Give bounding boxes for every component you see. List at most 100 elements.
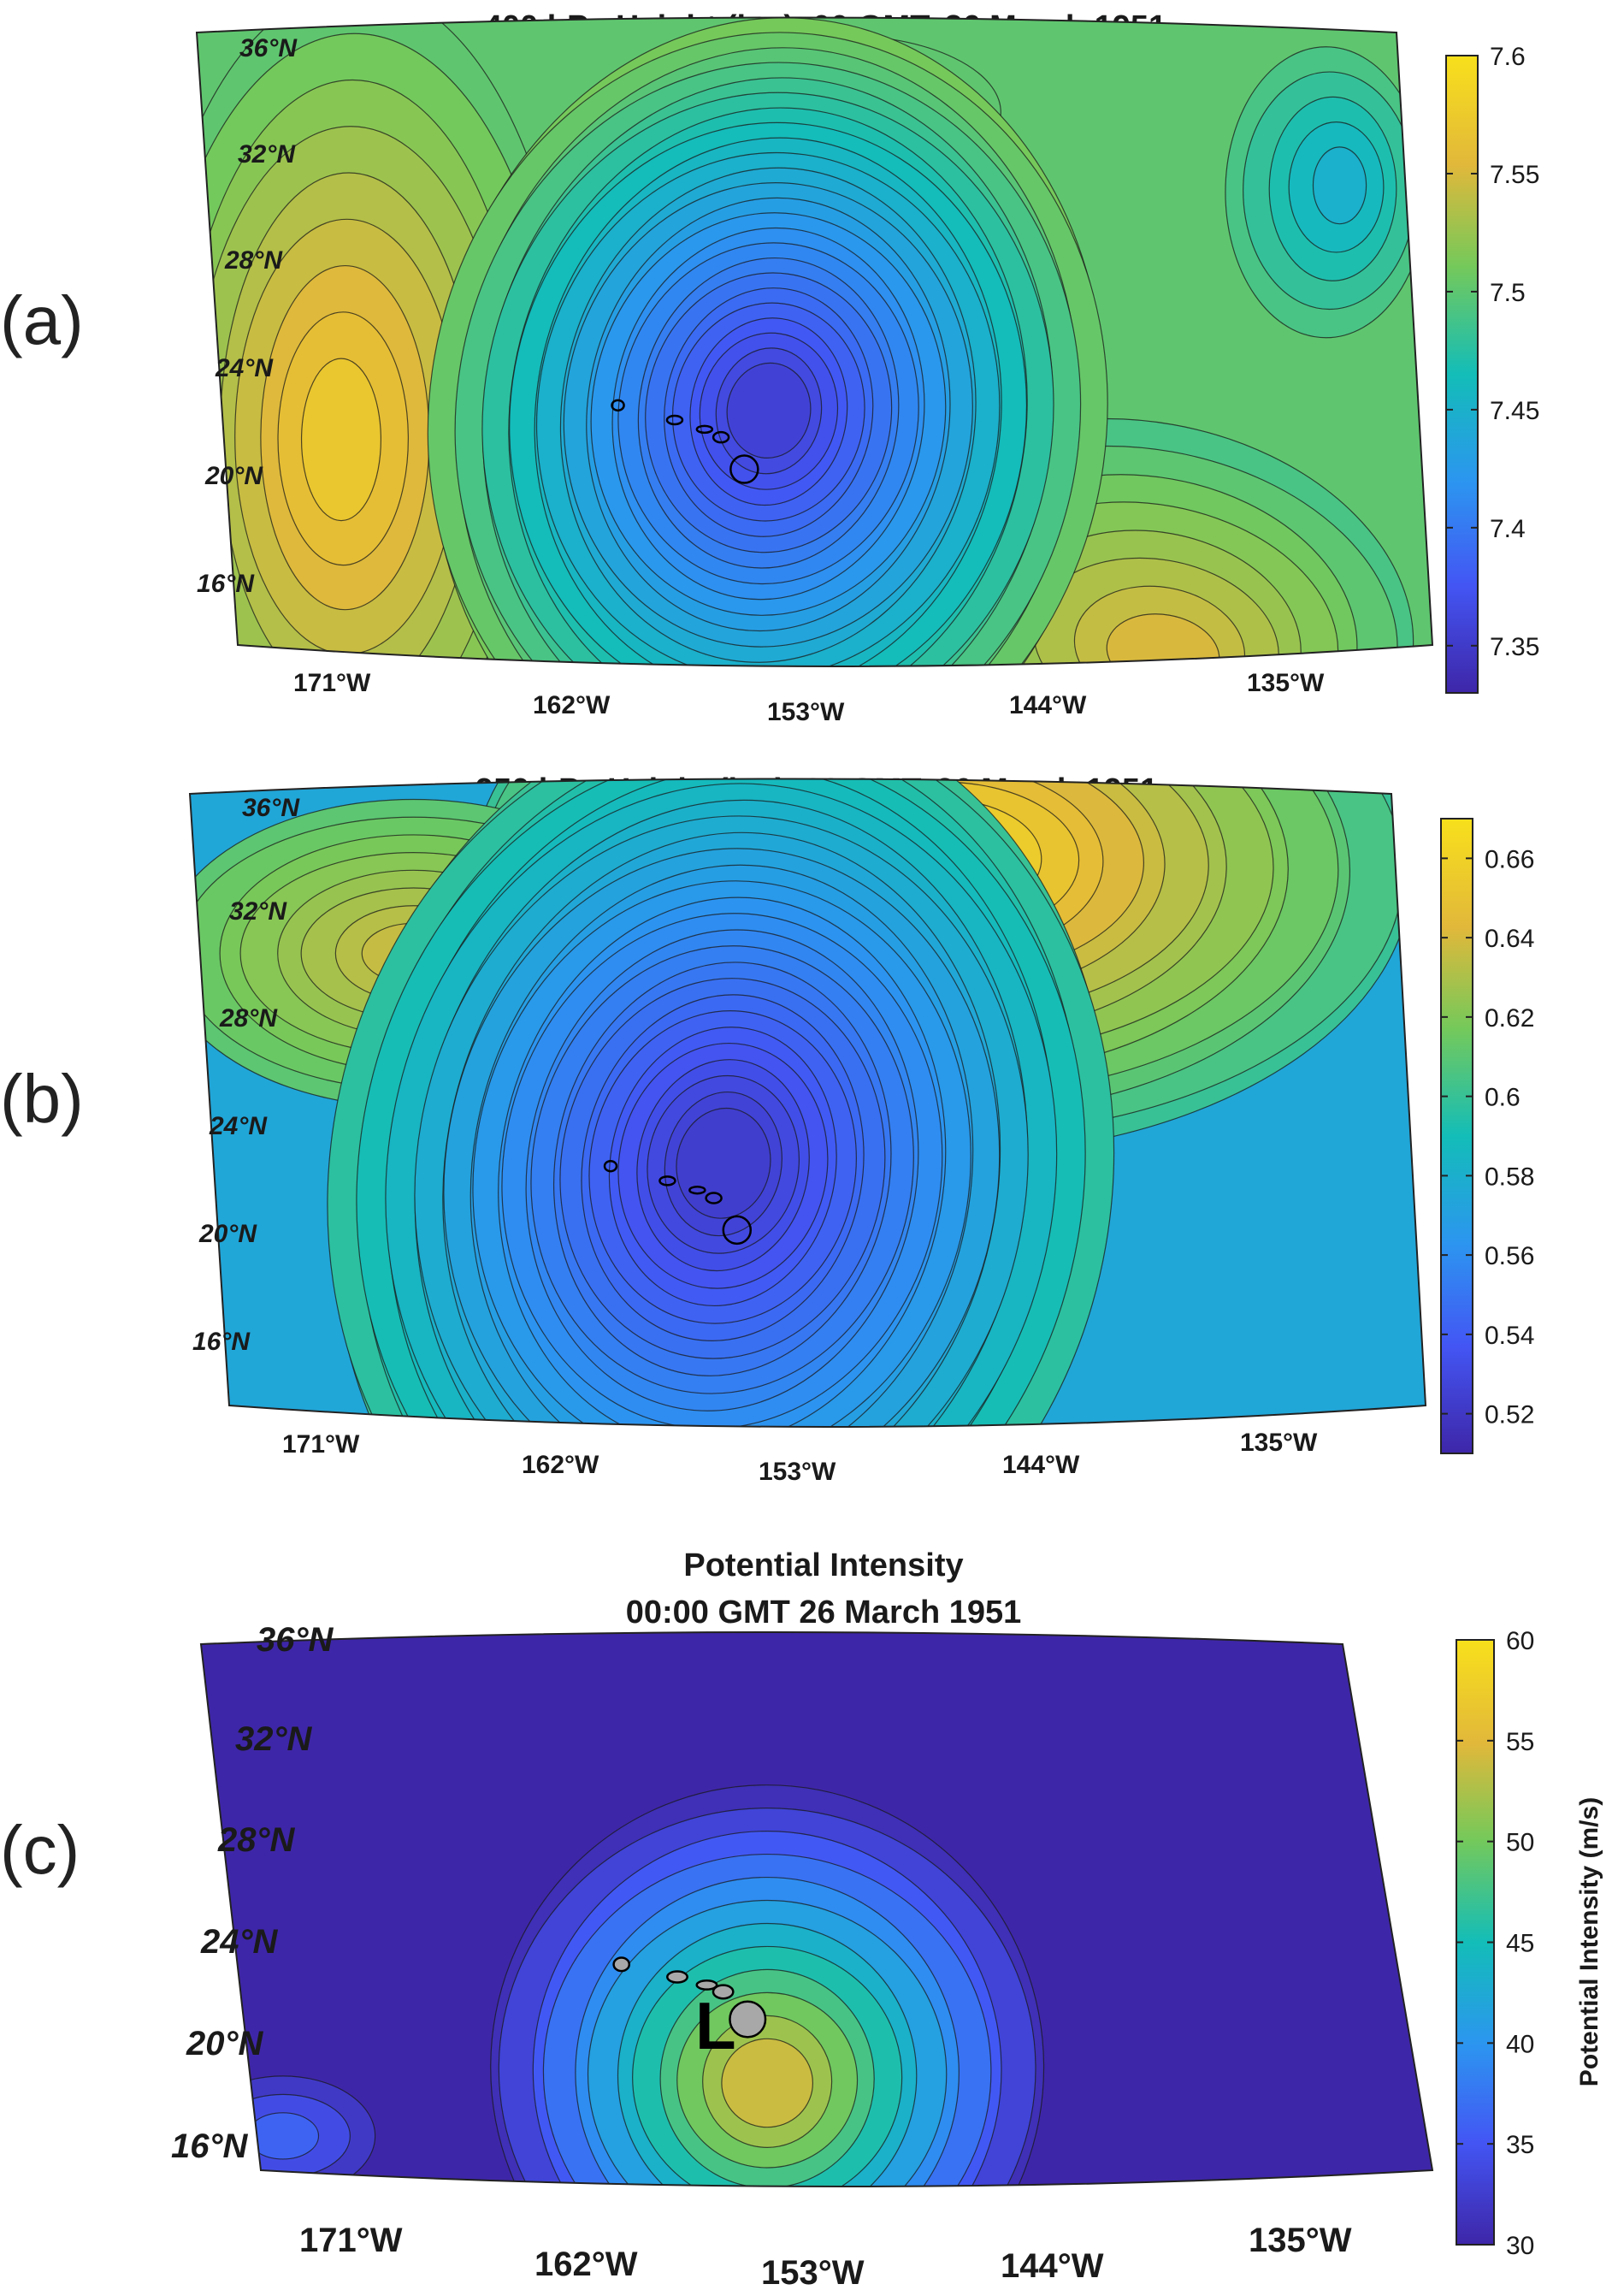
panel-b-lat-20: 20°N: [198, 1220, 257, 1248]
panel-a-lat-28: 28°N: [224, 246, 283, 275]
contour-level-3-4: [1312, 146, 1367, 225]
panel-b-map-frame: [188, 778, 1427, 1428]
panel-c-hawaiian-islands: [612, 1956, 767, 2039]
panel-b-map: [188, 778, 1427, 1428]
panel-a-400hpa-height: (a) 400 hPa Height (km), 00 GMT, 26 Marc…: [0, 9, 1539, 726]
panel-b-colorbar: 0.52 0.54 0.56 0.58 0.6 0.62 0.64 0.66: [1440, 818, 1534, 1454]
panel-c-label: (c): [0, 1812, 80, 1888]
cb-tick-label-2: 40: [1506, 2030, 1534, 2058]
cb-tick-label-2: 0.56: [1485, 1242, 1534, 1270]
cb-tick-label-6: 0.64: [1485, 925, 1534, 953]
panel-a-lat-24: 24°N: [215, 354, 274, 382]
cb-tick-label-3: 45: [1506, 1930, 1534, 1958]
panel-c-map-frame: [199, 1631, 1434, 2187]
panel-b-lon-144: 144°W: [1002, 1451, 1080, 1479]
cb-tick-label-4: 50: [1506, 1829, 1534, 1857]
panel-c-low-marker: L: [695, 1988, 736, 2063]
island-3: [705, 1192, 723, 1204]
island-1: [666, 1970, 688, 1984]
panel-b-lon-135: 135°W: [1240, 1429, 1318, 1457]
panel-b-lon-162: 162°W: [522, 1451, 599, 1479]
panel-a-height-field: [197, 17, 1427, 666]
island-3: [712, 1984, 735, 2000]
panel-a-label: (a): [0, 282, 84, 358]
cb-tick-label-4: 0.6: [1485, 1084, 1521, 1112]
cb-tick-label-1: 35: [1506, 2131, 1534, 2159]
contour-level-1-11: [721, 2038, 814, 2128]
panel-a-lat-20: 20°N: [204, 462, 263, 490]
island-2: [695, 1979, 718, 1991]
panel-a-lon-162: 162°W: [533, 691, 611, 719]
panel-b-lon-labels: 171°W 162°W 153°W 144°W 135°W: [282, 1429, 1318, 1486]
panel-b-label: (b): [0, 1061, 84, 1137]
contour-level-0-8: [300, 358, 382, 522]
panel-c-lon-153: 153°W: [761, 2254, 865, 2292]
panel-c-title: Potential Intensity: [683, 1547, 963, 1583]
contour-level-2-25: [676, 1107, 771, 1219]
panel-a-lon-labels: 171°W 162°W 153°W 144°W 135°W: [293, 669, 1325, 726]
panel-b-height-field: [190, 778, 1413, 1427]
cb-tick-label-5: 0.62: [1485, 1004, 1534, 1033]
panel-c-colorbar: Potential Intensity (m/s) 30 35 40 45 50 55 60: [1456, 1627, 1603, 2260]
panel-c-lat-labels: 36°N 32°N 28°N 24°N 20°N 16°N: [171, 1621, 334, 2165]
cb-tick-label-5: 55: [1506, 1728, 1534, 1756]
panel-b-lat-36: 36°N: [242, 794, 300, 822]
panel-b-lon-153: 153°W: [759, 1458, 836, 1486]
panel-c-lat-20: 20°N: [186, 2025, 263, 2062]
panel-b-lon-171: 171°W: [282, 1430, 360, 1459]
panel-a-lon-144: 144°W: [1009, 691, 1087, 719]
panel-a-colorbar-bar: [1445, 55, 1479, 694]
island-2: [695, 424, 714, 435]
panel-c-lat-24: 24°N: [200, 1923, 278, 1961]
panel-c-lon-144: 144°W: [1001, 2247, 1104, 2285]
island-1: [665, 414, 684, 426]
panel-b-colorbar-bar: [1440, 818, 1473, 1454]
panel-b-lat-32: 32°N: [229, 897, 287, 926]
panel-a-lat-16: 16°N: [197, 570, 255, 598]
panel-a-map: [195, 16, 1434, 667]
panel-c-colorbar-label: Potential Intensity (m/s): [1575, 1797, 1603, 2086]
panel-b-lat-labels: 36°N 32°N 28°N 24°N 20°N 16°N: [192, 794, 300, 1356]
cb-tick-label-3: 0.58: [1485, 1163, 1534, 1191]
cb-tick-label-1: 0.54: [1485, 1322, 1534, 1350]
panel-c-lat-28: 28°N: [217, 1821, 295, 1859]
panel-a-hawaiian-islands: [611, 399, 759, 484]
cb-tick-label-0: 0.52: [1485, 1401, 1534, 1429]
panel-b-lat-28: 28°N: [219, 1004, 278, 1033]
panel-c-map: L: [199, 1631, 1434, 2187]
panel-c-lat-36: 36°N: [257, 1621, 334, 1659]
cb-tick-label-0: 7.35: [1490, 633, 1539, 661]
contour-level-4-23: [726, 362, 812, 459]
island-0: [612, 1956, 631, 1973]
panel-c-subtitle: 00:00 GMT 26 March 1951: [626, 1595, 1022, 1630]
panel-c-lat-16: 16°N: [171, 2127, 248, 2165]
island-4: [729, 2000, 767, 2039]
cb-tick-label-3: 7.5: [1490, 279, 1526, 307]
panel-a-lat-36: 36°N: [239, 34, 298, 62]
panel-a-map-frame: [195, 16, 1434, 667]
panel-b-lat-24: 24°N: [209, 1112, 268, 1140]
cb-tick-label-4: 7.55: [1490, 161, 1539, 189]
cb-tick-label-6: 60: [1506, 1627, 1534, 1655]
cb-tick-label-5: 7.6: [1490, 43, 1526, 71]
panel-b-lat-16: 16°N: [192, 1328, 251, 1356]
panel-a-lon-171: 171°W: [293, 669, 371, 697]
panel-c-lon-135: 135°W: [1249, 2222, 1352, 2259]
panel-c-lon-171: 171°W: [299, 2222, 403, 2259]
cb-tick-label-2: 7.45: [1490, 397, 1539, 425]
island-4: [729, 454, 759, 484]
cb-tick-label-7: 0.66: [1485, 845, 1534, 873]
panel-b-hawaiian-islands: [603, 1159, 753, 1246]
panel-c-lon-162: 162°W: [534, 2246, 638, 2283]
cb-tick-label-1: 7.4: [1490, 515, 1526, 543]
panel-a-lat-labels: 36°N 32°N 28°N 24°N 20°N 16°N: [197, 34, 298, 598]
panel-c-potential-intensity: (c) Potential Intensity 00:00 GMT 26 Mar…: [0, 1547, 1603, 2292]
panel-b-950hpa-height: (b) 950 hPa Height (km), 00 GMT, 26 Marc…: [0, 772, 1534, 1486]
island-0: [603, 1159, 618, 1173]
island-3: [712, 430, 730, 444]
cb-tick-label-0: 30: [1506, 2232, 1534, 2260]
panel-a-lon-135: 135°W: [1247, 669, 1325, 697]
panel-c-lat-32: 32°N: [235, 1720, 312, 1758]
island-2: [688, 1185, 706, 1195]
